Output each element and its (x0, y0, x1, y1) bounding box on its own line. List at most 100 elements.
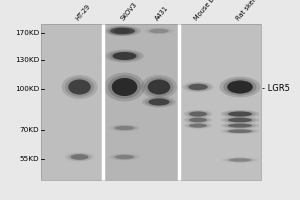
Bar (216, 156, 217, 157)
Ellipse shape (228, 129, 252, 133)
Bar (233, 86, 234, 87)
Bar (256, 85, 258, 86)
Text: 55KD: 55KD (20, 156, 39, 162)
Ellipse shape (222, 157, 258, 163)
Bar (91, 146, 92, 147)
Bar (124, 53, 125, 54)
Ellipse shape (229, 158, 251, 162)
Bar (53, 71, 55, 72)
Bar (108, 164, 109, 165)
Ellipse shape (104, 73, 145, 101)
Bar (201, 102, 202, 103)
Bar (211, 159, 212, 160)
Bar (192, 111, 193, 112)
Bar (220, 144, 221, 145)
Bar (60, 145, 61, 146)
Bar (165, 169, 166, 170)
Bar (112, 156, 113, 157)
Ellipse shape (68, 80, 91, 95)
Bar (217, 71, 218, 72)
Ellipse shape (182, 82, 214, 92)
Ellipse shape (146, 28, 172, 34)
Bar (115, 52, 116, 53)
Bar (174, 178, 175, 179)
Bar (86, 175, 87, 176)
Ellipse shape (227, 81, 253, 94)
Ellipse shape (188, 84, 208, 90)
Ellipse shape (141, 75, 177, 99)
Ellipse shape (145, 97, 173, 107)
Bar (50, 135, 52, 136)
Bar (150, 86, 151, 87)
Bar (53, 44, 54, 45)
Bar (152, 43, 153, 44)
Bar (222, 120, 223, 121)
Ellipse shape (110, 28, 130, 34)
Bar (150, 114, 152, 115)
Ellipse shape (104, 26, 136, 36)
Ellipse shape (228, 112, 252, 116)
Bar (191, 154, 193, 155)
Ellipse shape (112, 52, 136, 60)
Bar (55, 98, 56, 99)
Bar (196, 35, 197, 36)
Bar (82, 54, 83, 55)
Bar (68, 98, 70, 99)
Bar (117, 34, 119, 35)
Ellipse shape (228, 112, 252, 116)
Bar (51, 43, 52, 44)
Ellipse shape (115, 155, 134, 159)
Text: 100KD: 100KD (15, 86, 39, 92)
Bar (233, 65, 234, 66)
Ellipse shape (68, 153, 91, 161)
Bar (179, 166, 180, 167)
Ellipse shape (189, 118, 207, 122)
Bar (45, 163, 46, 164)
Bar (194, 73, 195, 74)
Bar (79, 46, 80, 47)
Bar (251, 64, 252, 65)
Bar (87, 128, 88, 129)
Bar (259, 115, 260, 116)
Bar (197, 130, 198, 131)
Ellipse shape (189, 112, 207, 116)
Ellipse shape (228, 129, 252, 133)
Ellipse shape (61, 75, 98, 99)
Ellipse shape (70, 154, 88, 160)
Text: 130KD: 130KD (15, 57, 39, 63)
Text: SKOV3: SKOV3 (120, 1, 139, 22)
Bar (152, 48, 153, 49)
Bar (108, 56, 109, 57)
Ellipse shape (143, 27, 175, 35)
Bar (112, 63, 113, 64)
Bar (143, 170, 144, 171)
Ellipse shape (112, 154, 137, 160)
Ellipse shape (108, 26, 141, 36)
Bar (100, 61, 101, 62)
Ellipse shape (148, 98, 170, 106)
Bar (93, 109, 94, 110)
Bar (126, 137, 128, 138)
Ellipse shape (224, 129, 256, 134)
Bar (134, 64, 135, 65)
Bar (106, 91, 107, 92)
Ellipse shape (186, 123, 210, 128)
Bar (258, 158, 260, 159)
Bar (176, 114, 177, 115)
Bar (81, 40, 82, 41)
Bar (140, 79, 141, 80)
Bar (109, 84, 110, 85)
Ellipse shape (108, 75, 141, 99)
Bar (103, 24, 178, 180)
Bar (219, 53, 220, 54)
Bar (107, 86, 108, 87)
Bar (232, 90, 233, 91)
Bar (230, 112, 231, 113)
Bar (137, 163, 139, 164)
Bar (142, 57, 143, 58)
Bar (244, 103, 245, 104)
Bar (174, 94, 175, 95)
Bar (95, 63, 96, 64)
Bar (184, 50, 185, 51)
Ellipse shape (227, 81, 253, 94)
